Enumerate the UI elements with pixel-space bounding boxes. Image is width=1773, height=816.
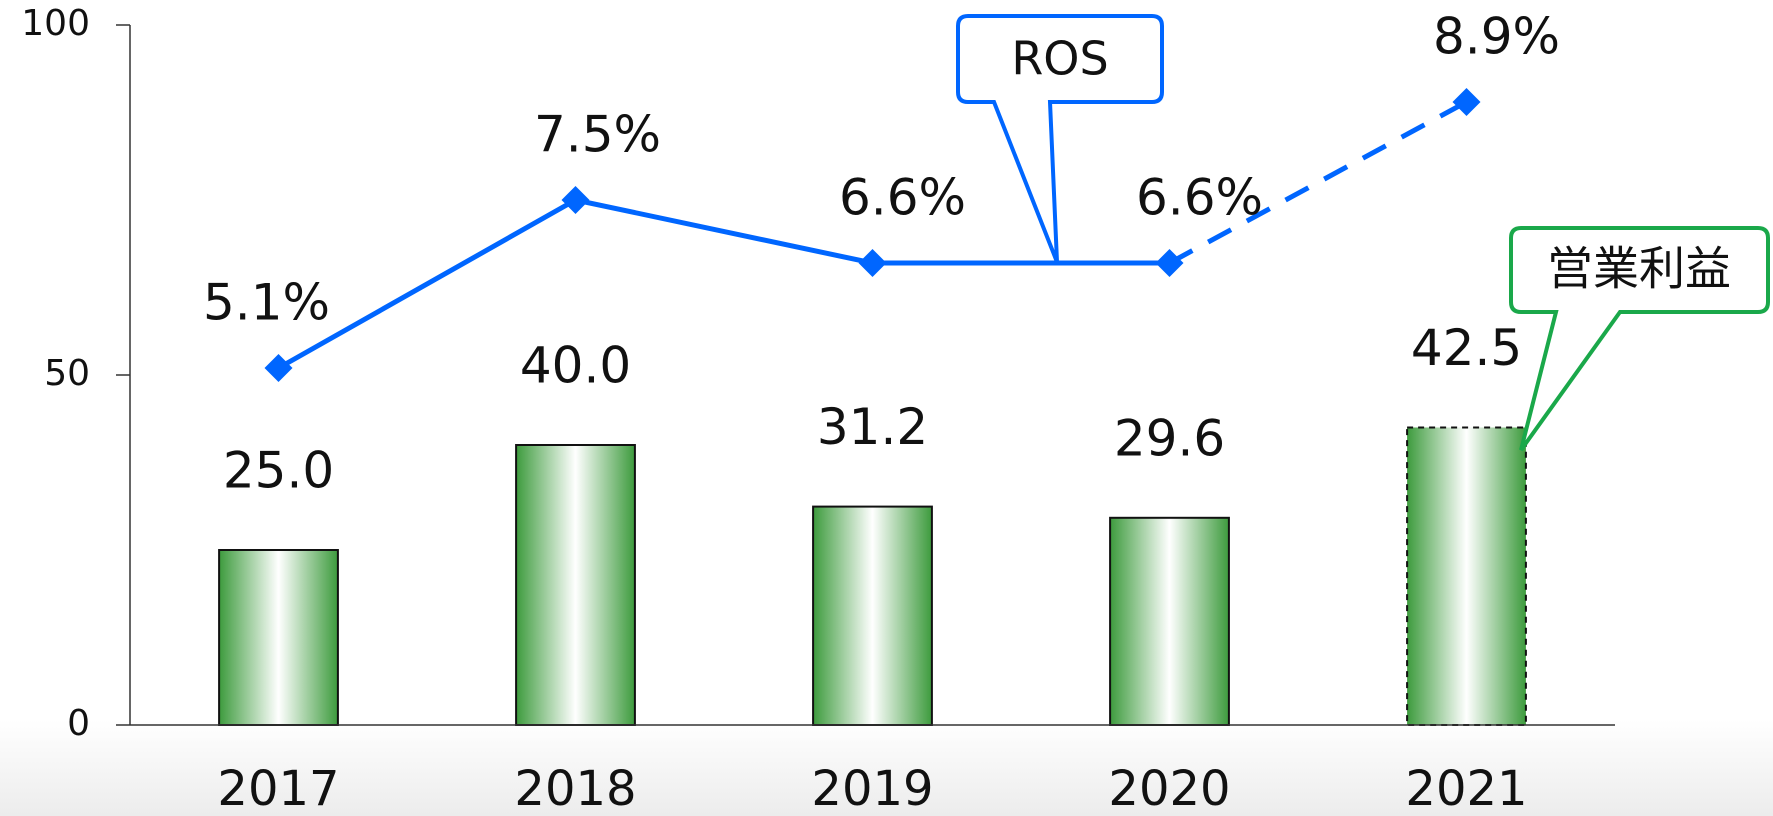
line-marker [858,249,887,277]
y-tick-label: 100 [21,3,90,44]
bar [812,505,933,726]
callout-box [1509,226,1770,452]
callout-label: ROS [1011,32,1108,86]
bar-value-label: 29.6 [1114,409,1225,467]
line-value-label: 6.6% [1136,169,1263,227]
line-marker [264,354,293,382]
line [277,197,1170,371]
line-marker [1155,249,1184,277]
x-tick-label: 2019 [811,761,933,816]
plot-area: 0 50 100 2017 2018 2019 2020 2021 25.0 40.0 31.2 29… [21,3,1615,816]
x-tick-label: 2021 [1405,761,1527,816]
bar [218,549,339,726]
bar-value-label: 42.5 [1411,319,1522,377]
x-tick-label: 2017 [217,761,339,816]
bar-value-label: 25.0 [223,442,334,500]
bar [515,444,636,726]
line-value-label: 7.5% [534,106,661,164]
footer-band [0,720,1773,816]
line-marker [1452,88,1481,116]
profit-callout: 営業利益 [1509,226,1770,452]
line-value-label: 8.9% [1433,8,1560,66]
line-marker [561,186,590,214]
line-value-label: 6.6% [839,169,966,227]
bar-value-label: 40.0 [520,337,631,395]
callout-box [956,14,1164,263]
ros-callout: ROS [956,14,1164,263]
callout-label: 営業利益 [1547,242,1731,296]
bar-value-label: 31.2 [817,398,928,456]
bar [1406,426,1527,726]
line-forecast [1168,99,1468,266]
y-tick-label: 50 [44,353,90,394]
bar [1109,516,1230,726]
x-tick-label: 2018 [514,761,636,816]
x-tick-label: 2020 [1108,761,1230,816]
line-value-label: 5.1% [203,274,330,332]
y-tick-label: 0 [67,703,90,744]
